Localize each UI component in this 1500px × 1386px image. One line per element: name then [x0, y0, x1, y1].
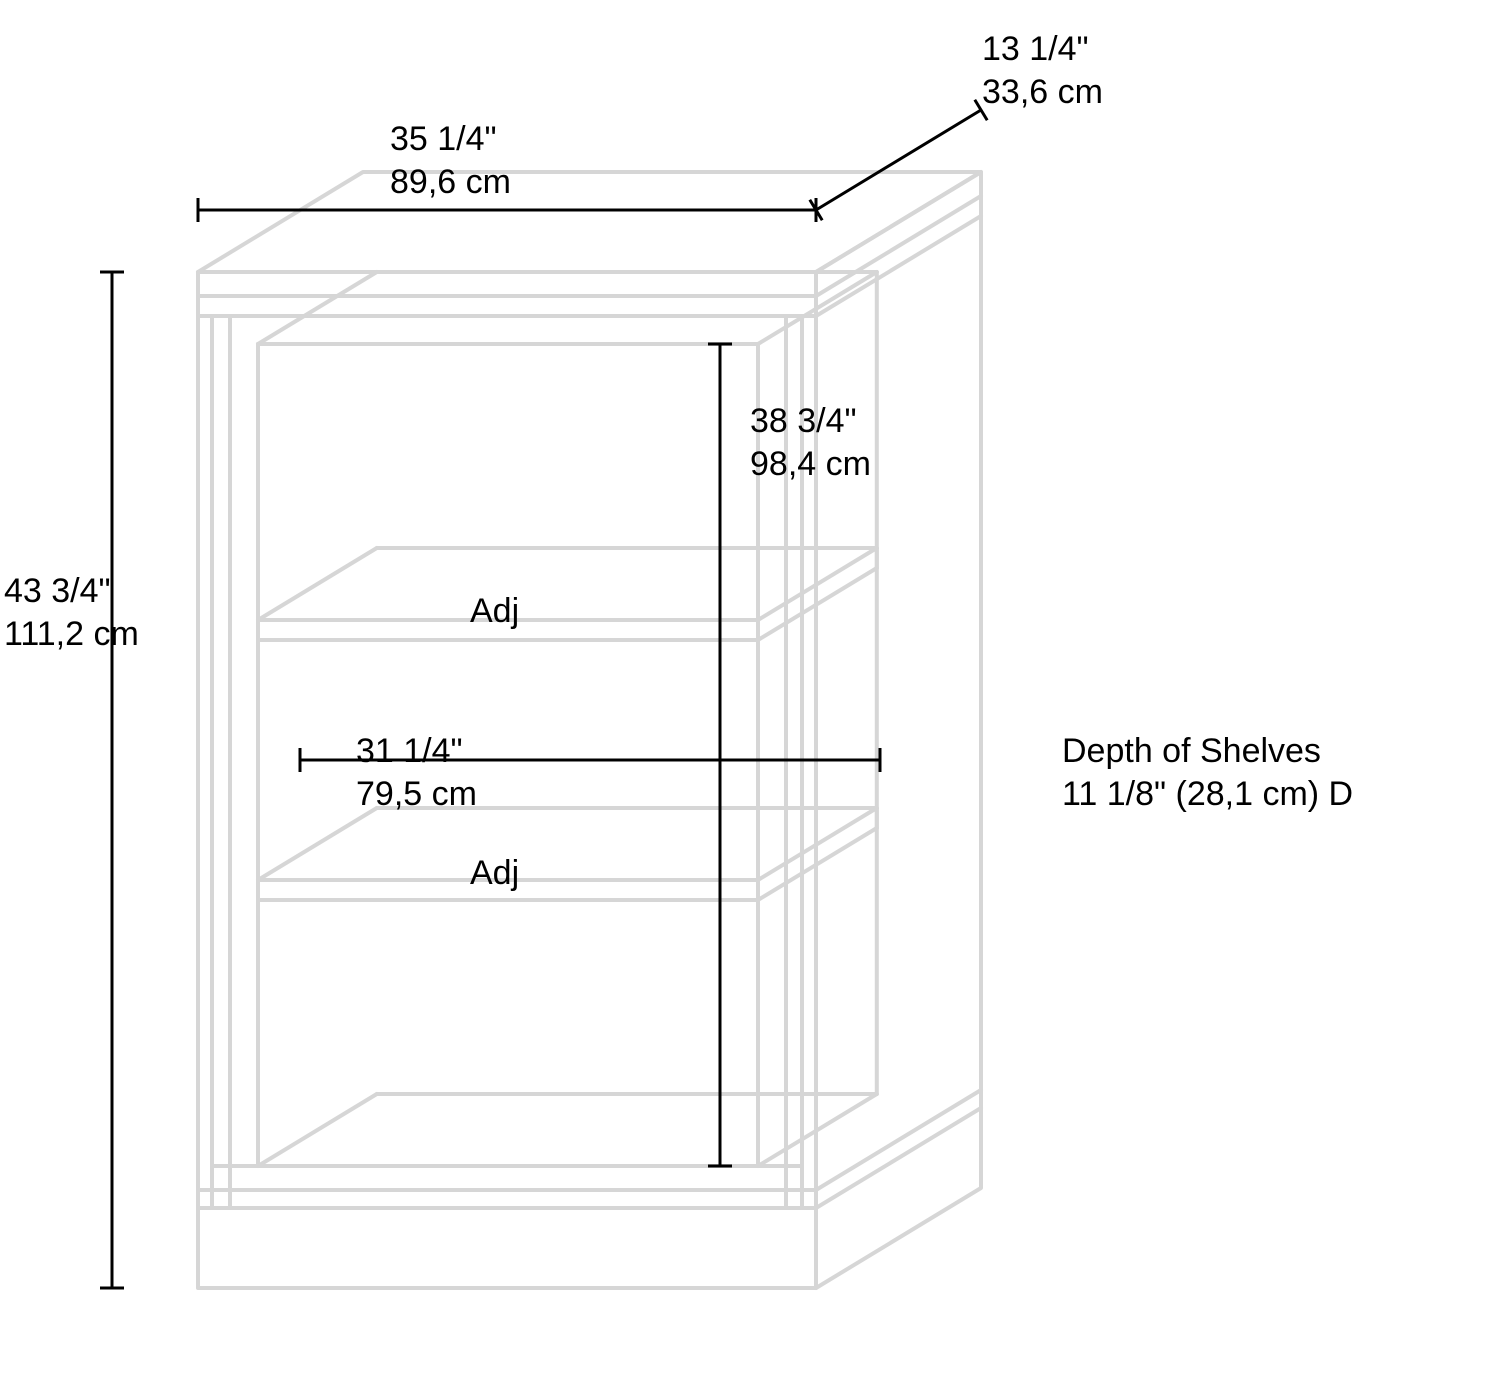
adj-label-1: Adj	[470, 590, 519, 633]
dim-height-left-imperial: 43 3/4"	[4, 570, 139, 613]
dim-inner-width-metric: 79,5 cm	[356, 773, 477, 816]
dim-width-top: 35 1/4" 89,6 cm	[390, 118, 511, 203]
dim-depth-top: 13 1/4" 33,6 cm	[982, 28, 1103, 113]
depth-note-title: Depth of Shelves	[1062, 730, 1353, 773]
dim-inner-width: 31 1/4" 79,5 cm	[356, 730, 477, 815]
dim-inner-width-imperial: 31 1/4"	[356, 730, 477, 773]
depth-note-value: 11 1/8" (28,1 cm) D	[1062, 773, 1353, 816]
dim-depth-top-metric: 33,6 cm	[982, 71, 1103, 114]
dim-width-top-metric: 89,6 cm	[390, 161, 511, 204]
dim-height-left-metric: 111,2 cm	[4, 613, 139, 656]
bookcase-outline	[198, 172, 981, 1288]
dim-depth-top-imperial: 13 1/4"	[982, 28, 1103, 71]
dim-inner-height-imperial: 38 3/4"	[750, 400, 871, 443]
dim-height-left: 43 3/4" 111,2 cm	[4, 570, 139, 655]
adj-label-2: Adj	[470, 852, 519, 895]
dim-inner-height-metric: 98,4 cm	[750, 443, 871, 486]
dim-inner-height: 38 3/4" 98,4 cm	[750, 400, 871, 485]
dim-width-top-imperial: 35 1/4"	[390, 118, 511, 161]
depth-note: Depth of Shelves 11 1/8" (28,1 cm) D	[1062, 730, 1353, 815]
